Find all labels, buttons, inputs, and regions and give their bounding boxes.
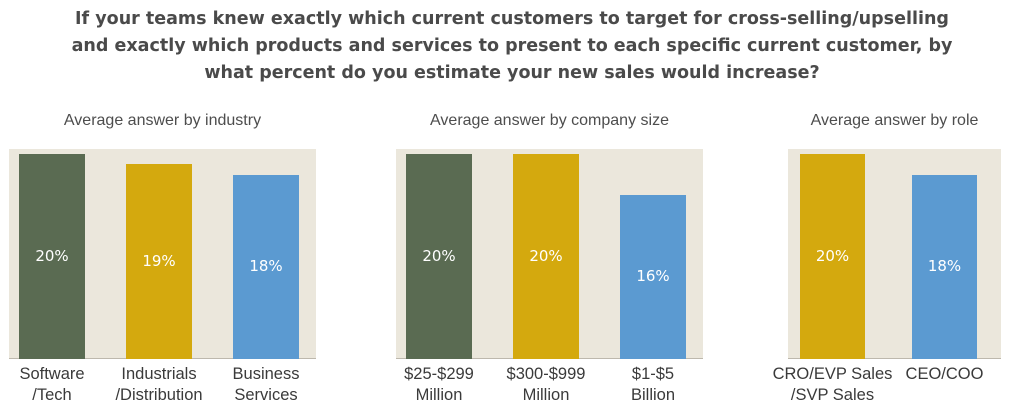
category-label: Business Services: [196, 364, 336, 406]
chart-title-line: and exactly which products and services …: [71, 36, 953, 56]
category-label-line: /SVP Sales: [790, 386, 875, 404]
category-label: CEO/COO: [875, 364, 1015, 385]
category-label-line: CRO/EVP Sales: [772, 365, 893, 383]
category-label-line: /Tech: [32, 386, 72, 404]
chart-subtitle: Average answer by company size: [430, 112, 669, 129]
chart-subtitle: Average answer by industry: [63, 112, 262, 129]
bar: [513, 154, 579, 359]
bar: [800, 154, 865, 359]
bar: [233, 174, 299, 359]
chart-title: If your teams knew exactly which current…: [0, 6, 1024, 87]
bar-value-label: 16%: [636, 267, 670, 286]
category-label: $300-$999 Million: [476, 364, 616, 406]
bar: [19, 154, 85, 359]
category-label: $25-$299 Million: [369, 364, 509, 406]
bar-value-label: 20%: [815, 246, 850, 265]
x-axis-line: [788, 358, 1001, 359]
bar: [620, 195, 686, 359]
plot-area: 20% 19% 18%: [9, 149, 316, 359]
category-label-line: Million: [415, 386, 463, 404]
bar-value-label: 20%: [35, 246, 69, 265]
bar-value-label: 20%: [529, 246, 563, 265]
category-label-line: Industrials: [121, 365, 197, 383]
bar-value-label: 18%: [927, 256, 962, 275]
plot-area: 20% 18%: [788, 149, 1001, 359]
chart-title-line: what percent do you estimate your new sa…: [204, 63, 820, 83]
bar: [912, 174, 977, 359]
category-label-line: $300-$999: [506, 365, 586, 383]
category-label-line: Million: [522, 386, 570, 404]
bar-value-label: 18%: [249, 256, 283, 275]
category-label-line: $1-$5: [631, 365, 675, 383]
category-label: Industrials/Distribution: [89, 364, 229, 406]
chart-panel: Average answer by industry 20% 19% 18% Softw…: [9, 112, 316, 404]
plot-area: 20% 20% 16%: [396, 149, 703, 359]
chart-subtitle: Average answer by role: [810, 112, 979, 129]
category-label-line: CEO/COO: [905, 365, 984, 383]
category-label: $1-$5 Billion: [583, 364, 723, 406]
bar-value-label: 19%: [142, 251, 176, 270]
category-label-line: Billion: [630, 386, 676, 404]
category-label-line: Software: [19, 365, 85, 383]
bar: [126, 164, 192, 359]
chart-panel: Average answer by role 20% 18% CRO/EVP Sale…: [773, 112, 1001, 404]
chart-panel: Average answer by company size 20% 20% 16% $…: [396, 112, 703, 404]
category-label-line: Business: [232, 365, 300, 383]
category-label-line: /Distribution: [115, 386, 203, 404]
bar: [406, 154, 472, 359]
bar-value-label: 20%: [422, 246, 456, 265]
chart-title-line: If your teams knew exactly which current…: [75, 9, 949, 29]
category-label: Software/Tech: [0, 364, 122, 406]
category-label-line: $25-$299: [404, 365, 474, 383]
category-label-line: Services: [234, 386, 298, 404]
category-label: CRO/EVP Sales/SVP Sales: [763, 364, 903, 406]
